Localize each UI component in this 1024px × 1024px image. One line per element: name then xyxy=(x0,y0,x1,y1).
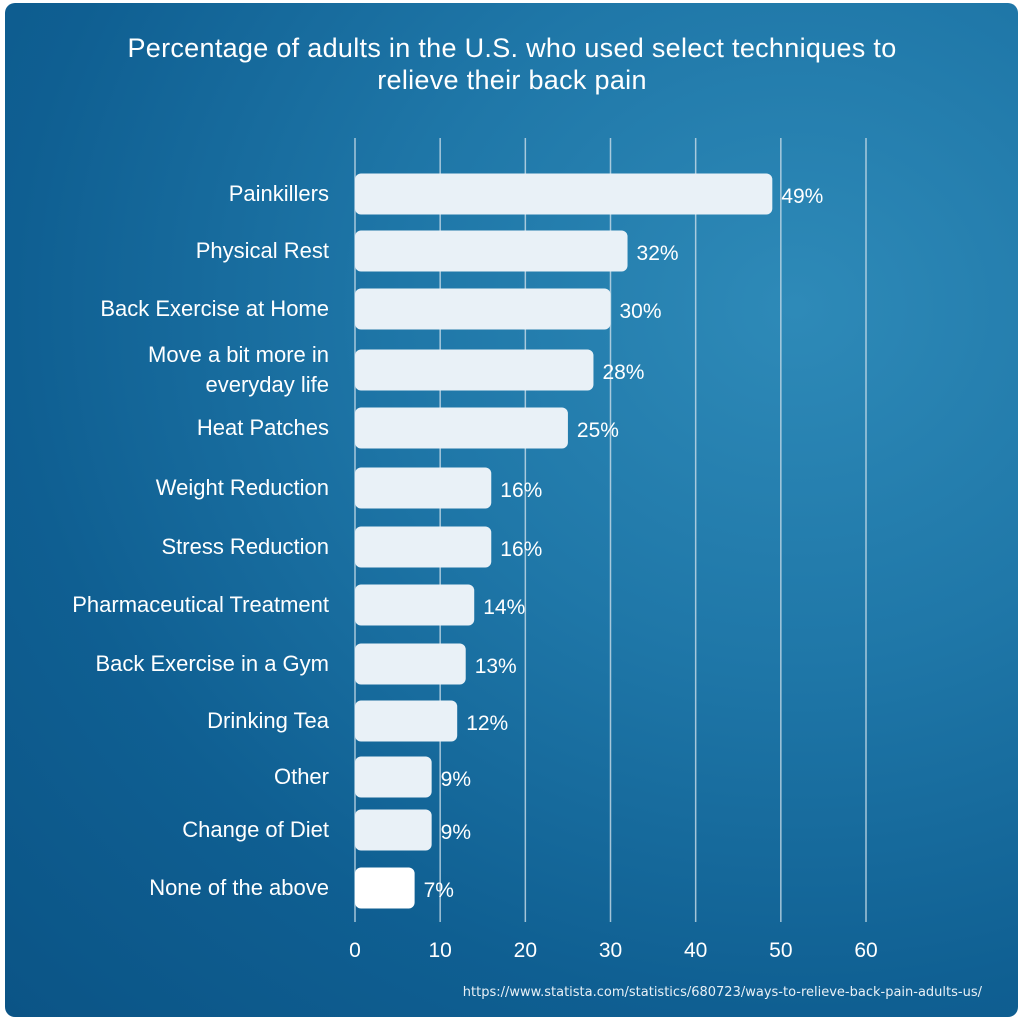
category-label-line: Drinking Tea xyxy=(207,708,330,733)
source-url[interactable]: https://www.statista.com/statistics/6807… xyxy=(462,985,982,1000)
bar xyxy=(355,288,611,330)
category-label: Pharmaceutical Treatment xyxy=(72,592,329,617)
category-label-line: Other xyxy=(274,764,329,789)
data-label: 32% xyxy=(637,242,679,265)
category-label-line: Back Exercise at Home xyxy=(100,296,329,321)
bar xyxy=(355,349,594,391)
bar xyxy=(355,407,568,449)
data-label: 28% xyxy=(602,361,644,384)
category-label-line: Physical Rest xyxy=(196,238,329,263)
bar xyxy=(355,173,773,215)
x-tick-label: 30 xyxy=(599,939,622,962)
data-label: 7% xyxy=(424,879,454,902)
category-label: Back Exercise in a Gym xyxy=(95,651,329,676)
bar xyxy=(355,526,492,568)
bar xyxy=(355,230,628,272)
category-label: Move a bit more in everyday life xyxy=(148,342,329,397)
category-label-line: None of the above xyxy=(149,875,329,900)
chart-panel xyxy=(5,3,1018,1017)
bar xyxy=(355,643,466,685)
category-label: None of the above xyxy=(149,875,329,900)
bar xyxy=(355,867,415,909)
data-label: 9% xyxy=(441,768,471,791)
category-label-line: Pharmaceutical Treatment xyxy=(72,592,329,617)
x-tick-label: 20 xyxy=(514,939,537,962)
category-label-line: everyday life xyxy=(205,372,329,397)
data-label: 9% xyxy=(441,821,471,844)
bar xyxy=(355,700,458,742)
category-label-line: Back Exercise in a Gym xyxy=(95,651,329,676)
data-label: 16% xyxy=(500,479,542,502)
category-label: Change of Diet xyxy=(182,817,329,842)
category-label-line: Move a bit more in xyxy=(148,342,329,367)
x-tick-label: 10 xyxy=(428,939,451,962)
bar xyxy=(355,809,432,851)
category-label-line: Weight Reduction xyxy=(156,475,329,500)
data-label: 13% xyxy=(475,655,517,678)
category-label: Painkillers xyxy=(229,181,329,206)
bar xyxy=(355,467,492,509)
category-label: Weight Reduction xyxy=(156,475,329,500)
category-label: Physical Rest xyxy=(196,238,329,263)
category-label-line: Heat Patches xyxy=(197,415,329,440)
bar xyxy=(355,756,432,798)
category-label: Heat Patches xyxy=(197,415,329,440)
category-label: Stress Reduction xyxy=(161,534,329,559)
data-label: 30% xyxy=(620,300,662,323)
category-label-line: Stress Reduction xyxy=(161,534,329,559)
data-label: 16% xyxy=(500,538,542,561)
data-label: 49% xyxy=(781,185,823,208)
chart-title-line-1: Percentage of adults in the U.S. who use… xyxy=(127,33,897,63)
category-label: Drinking Tea xyxy=(207,708,330,733)
x-tick-label: 50 xyxy=(769,939,792,962)
x-tick-label: 0 xyxy=(349,939,361,962)
x-tick-label: 60 xyxy=(854,939,877,962)
data-label: 25% xyxy=(577,419,619,442)
bar xyxy=(355,584,475,626)
data-label: 12% xyxy=(466,712,508,735)
category-label-line: Painkillers xyxy=(229,181,329,206)
category-label-line: Change of Diet xyxy=(182,817,329,842)
category-label: Back Exercise at Home xyxy=(100,296,329,321)
x-tick-label: 40 xyxy=(684,939,707,962)
chart-title-line-2: relieve their back pain xyxy=(377,65,647,95)
data-label: 14% xyxy=(483,596,525,619)
category-label: Other xyxy=(274,764,329,789)
